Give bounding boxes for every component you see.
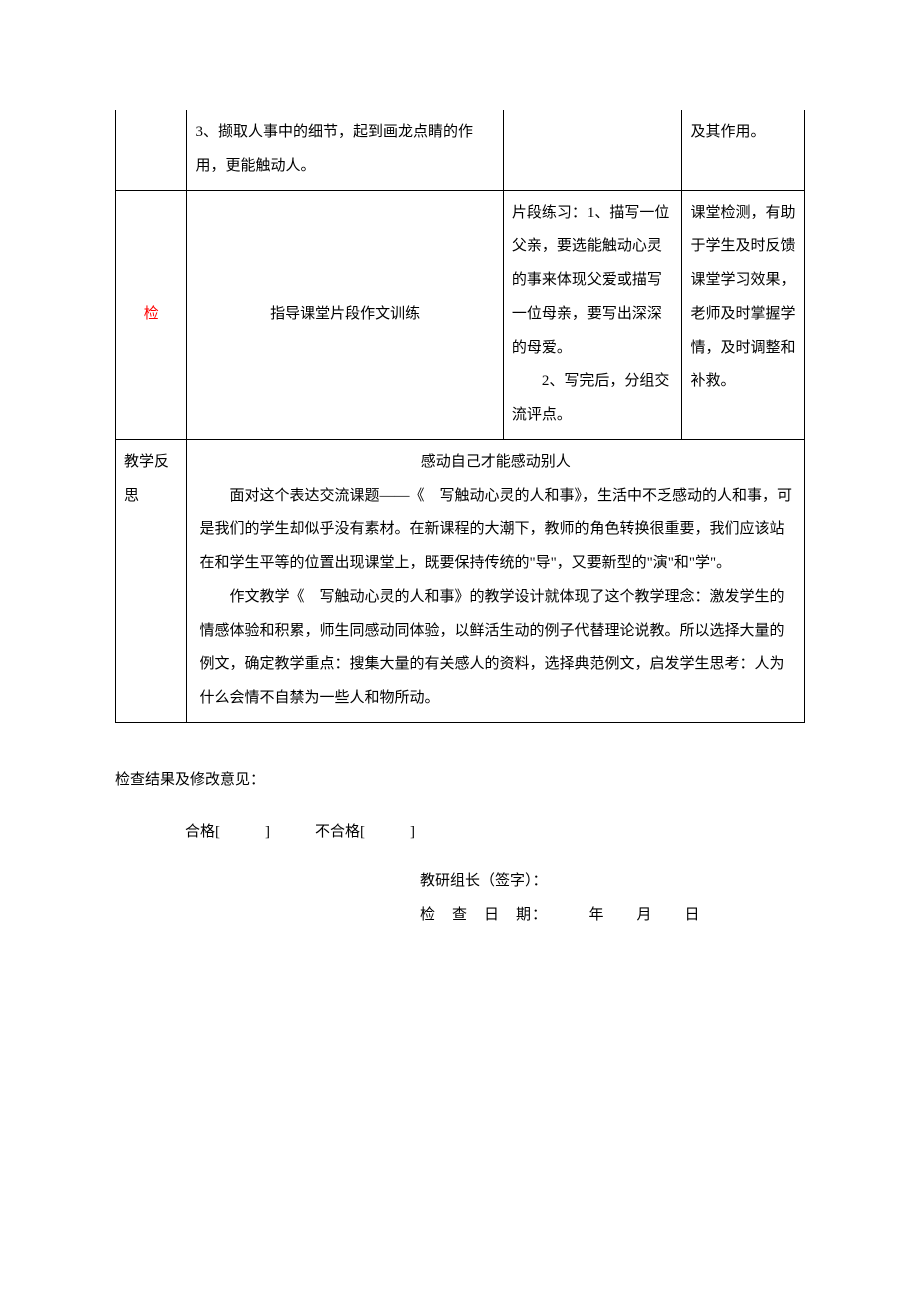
- footer-signature: 教研组长（签字）：: [115, 864, 805, 899]
- cell-remark-1: 及其作用。: [682, 110, 805, 190]
- cell-label-check: 检: [116, 190, 187, 439]
- lesson-plan-table: 3、撷取人事中的细节，起到画龙点睛的作用，更能触动人。 及其作用。 检 指导课堂…: [115, 110, 805, 723]
- reflection-p1: 面对这个表达交流课题——《 写触动心灵的人和事》，生活中不乏感动的人和事，可是我…: [199, 480, 792, 581]
- cell-student-2: 片段练习：1、描写一位父亲，要选能触动心灵的事来体现父爱或描写一位母亲，要写出深…: [503, 190, 682, 439]
- reflection-p2: 作文教学《 写触动心灵的人和事》的教学设计就体现了这个教学理念：激发学生的情感体…: [199, 581, 792, 716]
- table-row: 检 指导课堂片段作文训练 片段练习：1、描写一位父亲，要选能触动心灵的事来体现父…: [116, 190, 805, 439]
- cell-main-2: 指导课堂片段作文训练: [187, 190, 503, 439]
- reflection-title: 感动自己才能感动别人: [199, 446, 792, 480]
- footer-date: 检 查 日 期： 年 月 日: [115, 898, 805, 933]
- footer-block: 检查结果及修改意见： 合格[ ] 不合格[ ] 教研组长（签字）： 检 查 日 …: [115, 763, 805, 933]
- footer-pass-fail: 合格[ ] 不合格[ ]: [115, 815, 805, 850]
- cell-label-reflection: 教学反思: [116, 439, 187, 722]
- table-row: 3、撷取人事中的细节，起到画龙点睛的作用，更能触动人。 及其作用。: [116, 110, 805, 190]
- footer-check-heading: 检查结果及修改意见：: [115, 763, 805, 798]
- table-row: 教学反思 感动自己才能感动别人 面对这个表达交流课题——《 写触动心灵的人和事》…: [116, 439, 805, 722]
- document-page: 3、撷取人事中的细节，起到画龙点睛的作用，更能触动人。 及其作用。 检 指导课堂…: [0, 0, 920, 1302]
- cell-student-1: [503, 110, 682, 190]
- cell-main-1: 3、撷取人事中的细节，起到画龙点睛的作用，更能触动人。: [187, 110, 503, 190]
- cell-label-empty: [116, 110, 187, 190]
- cell-remark-2: 课堂检测，有助于学生及时反馈课堂学习效果，老师及时掌握学情，及时调整和补救。: [682, 190, 805, 439]
- cell-reflection: 感动自己才能感动别人 面对这个表达交流课题——《 写触动心灵的人和事》，生活中不…: [187, 439, 805, 722]
